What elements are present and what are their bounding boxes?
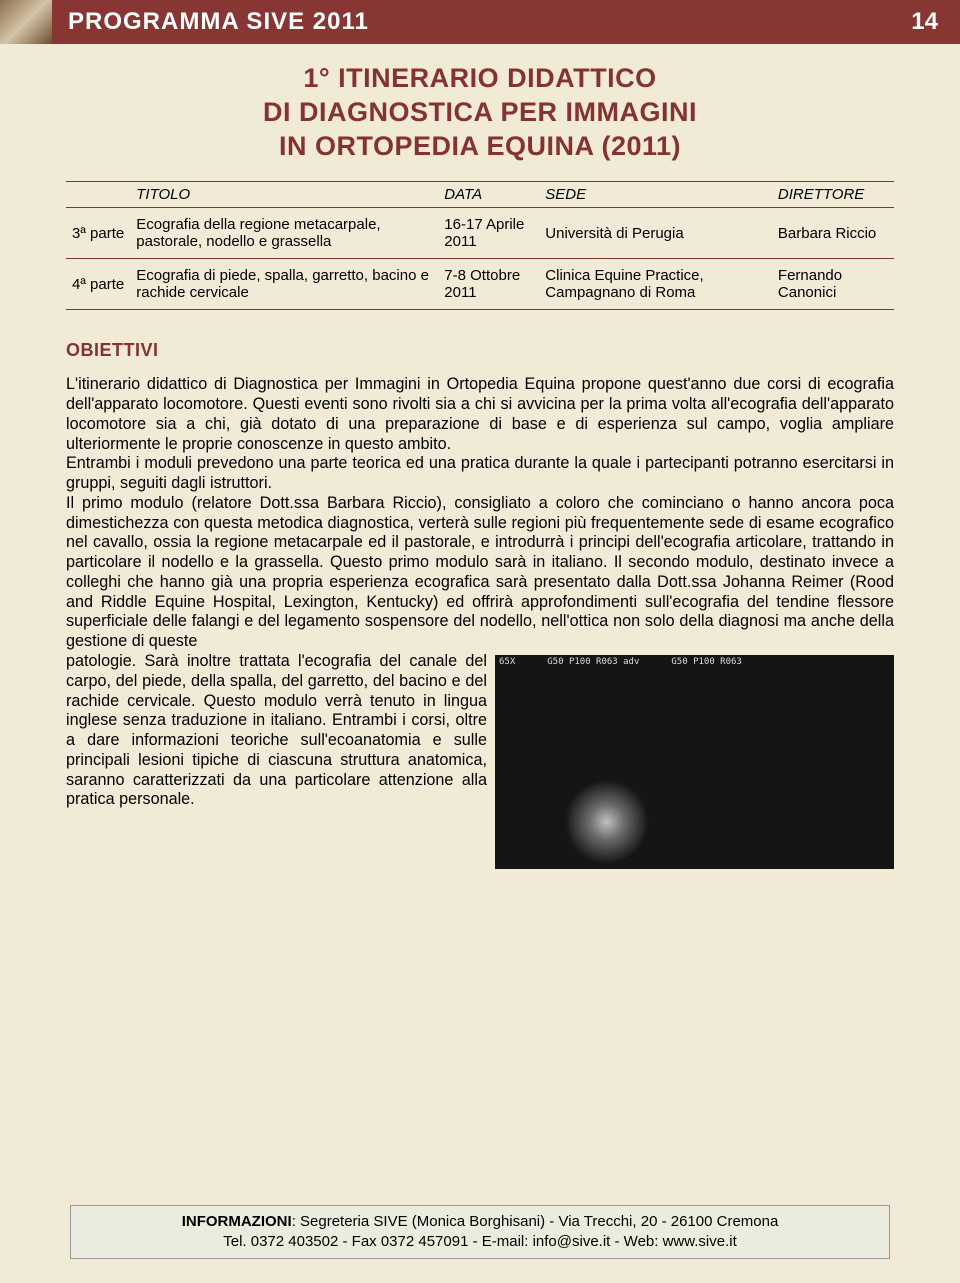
- ultrasound-header-labels: 65X G50 P100 R063 adv G50 P100 R063: [499, 657, 890, 668]
- page-number: 14: [911, 8, 938, 36]
- paragraph: Il primo modulo (relatore Dott.ssa Barba…: [66, 494, 894, 652]
- ultrasound-image: 65X G50 P100 R063 adv G50 P100 R063: [495, 655, 894, 869]
- cell-title: Ecografia della regione metacarpale, pas…: [130, 208, 438, 259]
- us-label: 65X: [499, 657, 515, 668]
- footer-info-box: INFORMAZIONI: Segreteria SIVE (Monica Bo…: [70, 1205, 890, 1260]
- header-titolo: TITOLO: [130, 182, 438, 208]
- cell-director: Fernando Canonici: [772, 259, 894, 310]
- main-title: 1° ITINERARIO DIDATTICO DI DIAGNOSTICA P…: [60, 62, 900, 163]
- footer-line-1: INFORMAZIONI: Segreteria SIVE (Monica Bo…: [79, 1212, 881, 1232]
- wrapped-paragraph: 65X G50 P100 R063 adv G50 P100 R063 pato…: [66, 652, 894, 869]
- section-heading-obiettivi: OBIETTIVI: [66, 340, 894, 361]
- table-header-row: TITOLO DATA SEDE DIRETTORE: [66, 182, 894, 208]
- header-empty: [66, 182, 130, 208]
- us-label: G50 P100 R063 adv: [547, 657, 639, 668]
- cell-venue: Clinica Equine Practice, Campagnano di R…: [539, 259, 772, 310]
- banner-bar: PROGRAMMA SIVE 2011 14: [52, 0, 960, 44]
- banner-title: PROGRAMMA SIVE 2011: [68, 8, 369, 36]
- footer-label: INFORMAZIONI: [182, 1213, 292, 1230]
- title-line-2: DI DIAGNOSTICA PER IMMAGINI: [60, 96, 900, 130]
- page: PROGRAMMA SIVE 2011 14 1° ITINERARIO DID…: [0, 0, 960, 1283]
- paragraph: L'itinerario didattico di Diagnostica pe…: [66, 375, 894, 454]
- us-label: G50 P100 R063: [671, 657, 741, 668]
- cell-title: Ecografia di piede, spalla, garretto, ba…: [130, 259, 438, 310]
- header-banner: PROGRAMMA SIVE 2011 14: [0, 0, 960, 44]
- ultrasound-gradient: [495, 655, 894, 869]
- header-data: DATA: [438, 182, 539, 208]
- schedule-table: TITOLO DATA SEDE DIRETTORE 3ª parte Ecog…: [66, 181, 894, 310]
- paragraph: Entrambi i moduli prevedono una parte te…: [66, 454, 894, 494]
- header-sede: SEDE: [539, 182, 772, 208]
- cell-part: 3ª parte: [66, 208, 130, 259]
- header-direttore: DIRETTORE: [772, 182, 894, 208]
- footer-line1-rest: : Segreteria SIVE (Monica Borghisani) - …: [292, 1213, 779, 1230]
- body-text: L'itinerario didattico di Diagnostica pe…: [66, 375, 894, 869]
- table-row: 3ª parte Ecografia della regione metacar…: [66, 208, 894, 259]
- content-area: TITOLO DATA SEDE DIRETTORE 3ª parte Ecog…: [66, 181, 894, 869]
- horse-thumbnail: [0, 0, 52, 44]
- cell-part: 4ª parte: [66, 259, 130, 310]
- cell-venue: Università di Perugia: [539, 208, 772, 259]
- cell-date: 16-17 Aprile 2011: [438, 208, 539, 259]
- table-row: 4ª parte Ecografia di piede, spalla, gar…: [66, 259, 894, 310]
- title-line-3: IN ORTOPEDIA EQUINA (2011): [60, 130, 900, 164]
- footer-line-2: Tel. 0372 403502 - Fax 0372 457091 - E-m…: [79, 1232, 881, 1252]
- cell-date: 7-8 Ottobre 2011: [438, 259, 539, 310]
- title-line-1: 1° ITINERARIO DIDATTICO: [60, 62, 900, 96]
- cell-director: Barbara Riccio: [772, 208, 894, 259]
